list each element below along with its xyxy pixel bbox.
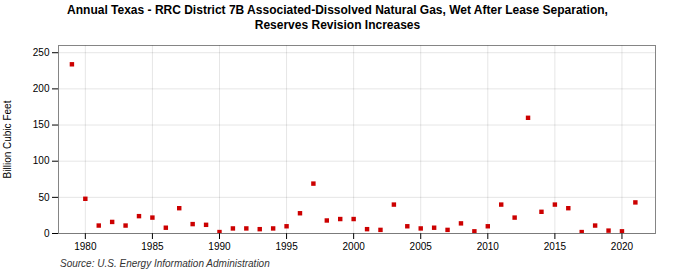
svg-text:Billion Cubic Feet: Billion Cubic Feet <box>2 100 13 178</box>
svg-text:1995: 1995 <box>275 241 298 252</box>
svg-text:1985: 1985 <box>141 241 164 252</box>
svg-text:50: 50 <box>38 192 50 203</box>
svg-text:200: 200 <box>33 83 50 94</box>
svg-text:2005: 2005 <box>410 241 433 252</box>
svg-text:2000: 2000 <box>343 241 366 252</box>
html-text:Annual Texas - RRC District 7B: Annual Texas - RRC District 7B Associate… <box>67 3 608 32</box>
svg-text:1980: 1980 <box>74 241 97 252</box>
svg-text:1990: 1990 <box>208 241 231 252</box>
svg-text:2015: 2015 <box>544 241 567 252</box>
svg-text:2020: 2020 <box>611 241 634 252</box>
html-text:Source: U.S. Energy Informatio: Source: U.S. Energy Information Administ… <box>60 258 270 269</box>
svg-text:250: 250 <box>33 47 50 58</box>
svg-text:100: 100 <box>33 155 50 166</box>
svg-text:0: 0 <box>44 228 50 239</box>
svg-text:2010: 2010 <box>477 241 500 252</box>
svg-text:150: 150 <box>33 119 50 130</box>
